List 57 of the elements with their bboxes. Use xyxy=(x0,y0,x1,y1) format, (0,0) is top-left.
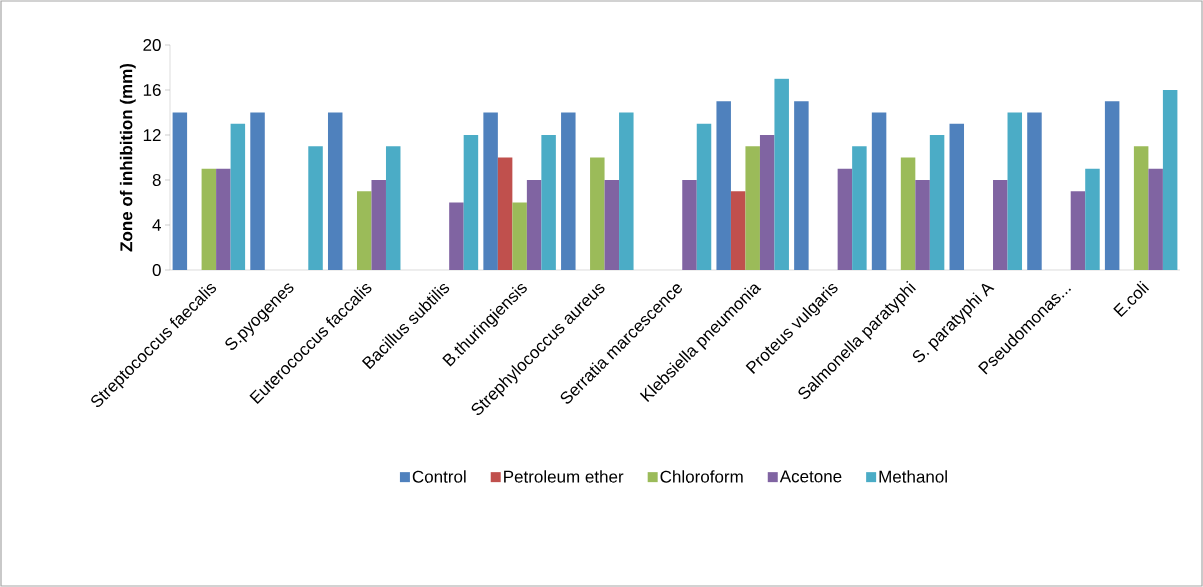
y-tick-label: 20 xyxy=(143,38,161,52)
bar xyxy=(696,123,712,270)
bar xyxy=(604,180,620,270)
bar xyxy=(385,146,401,270)
bar xyxy=(327,112,343,270)
y-tick-label: 4 xyxy=(152,219,161,231)
legend-label: Methanol xyxy=(879,470,947,483)
bar xyxy=(356,191,372,270)
y-tick-label: 16 xyxy=(143,83,161,97)
bar xyxy=(590,157,605,270)
bar xyxy=(1007,112,1023,270)
bar xyxy=(852,146,867,270)
bar xyxy=(915,180,930,270)
bar xyxy=(371,180,386,270)
bar xyxy=(483,112,498,270)
bar xyxy=(794,101,809,270)
bar xyxy=(201,168,217,270)
legend-label: Control xyxy=(412,470,466,483)
legend-label: Acetone xyxy=(779,470,842,483)
bar xyxy=(730,191,746,270)
y-tick-label: 8 xyxy=(152,173,161,187)
bar xyxy=(900,157,916,270)
bar xyxy=(1104,101,1120,270)
legend-label: Chloroform xyxy=(660,470,743,483)
bar xyxy=(716,101,731,270)
bar xyxy=(1162,90,1178,270)
bar xyxy=(619,112,634,270)
bar xyxy=(871,112,887,270)
bar xyxy=(774,78,789,270)
bar xyxy=(745,146,760,270)
bar xyxy=(929,135,945,270)
legend-label: Petroleum ether xyxy=(504,470,624,483)
bar xyxy=(463,135,479,270)
bar xyxy=(541,135,556,270)
y-tick-label: 0 xyxy=(152,263,161,277)
bar xyxy=(497,157,513,270)
bar xyxy=(526,180,542,270)
bar xyxy=(1070,191,1086,270)
bar xyxy=(308,146,323,270)
bar xyxy=(216,168,231,270)
bar xyxy=(837,168,853,270)
bar xyxy=(1085,168,1100,270)
bar xyxy=(759,135,775,270)
bar xyxy=(949,123,965,270)
y-tick-label: 12 xyxy=(143,129,161,141)
bar xyxy=(1148,168,1163,270)
bar xyxy=(1027,112,1042,270)
bar xyxy=(230,123,246,270)
bar xyxy=(512,202,527,270)
bar xyxy=(561,112,576,270)
bar xyxy=(172,112,188,270)
bar xyxy=(682,180,697,270)
y-axis-title: Zone of inhibition (mm) xyxy=(119,63,136,252)
bar xyxy=(1133,146,1149,270)
bar xyxy=(993,180,1008,270)
bar xyxy=(250,112,265,270)
bar xyxy=(449,202,464,270)
